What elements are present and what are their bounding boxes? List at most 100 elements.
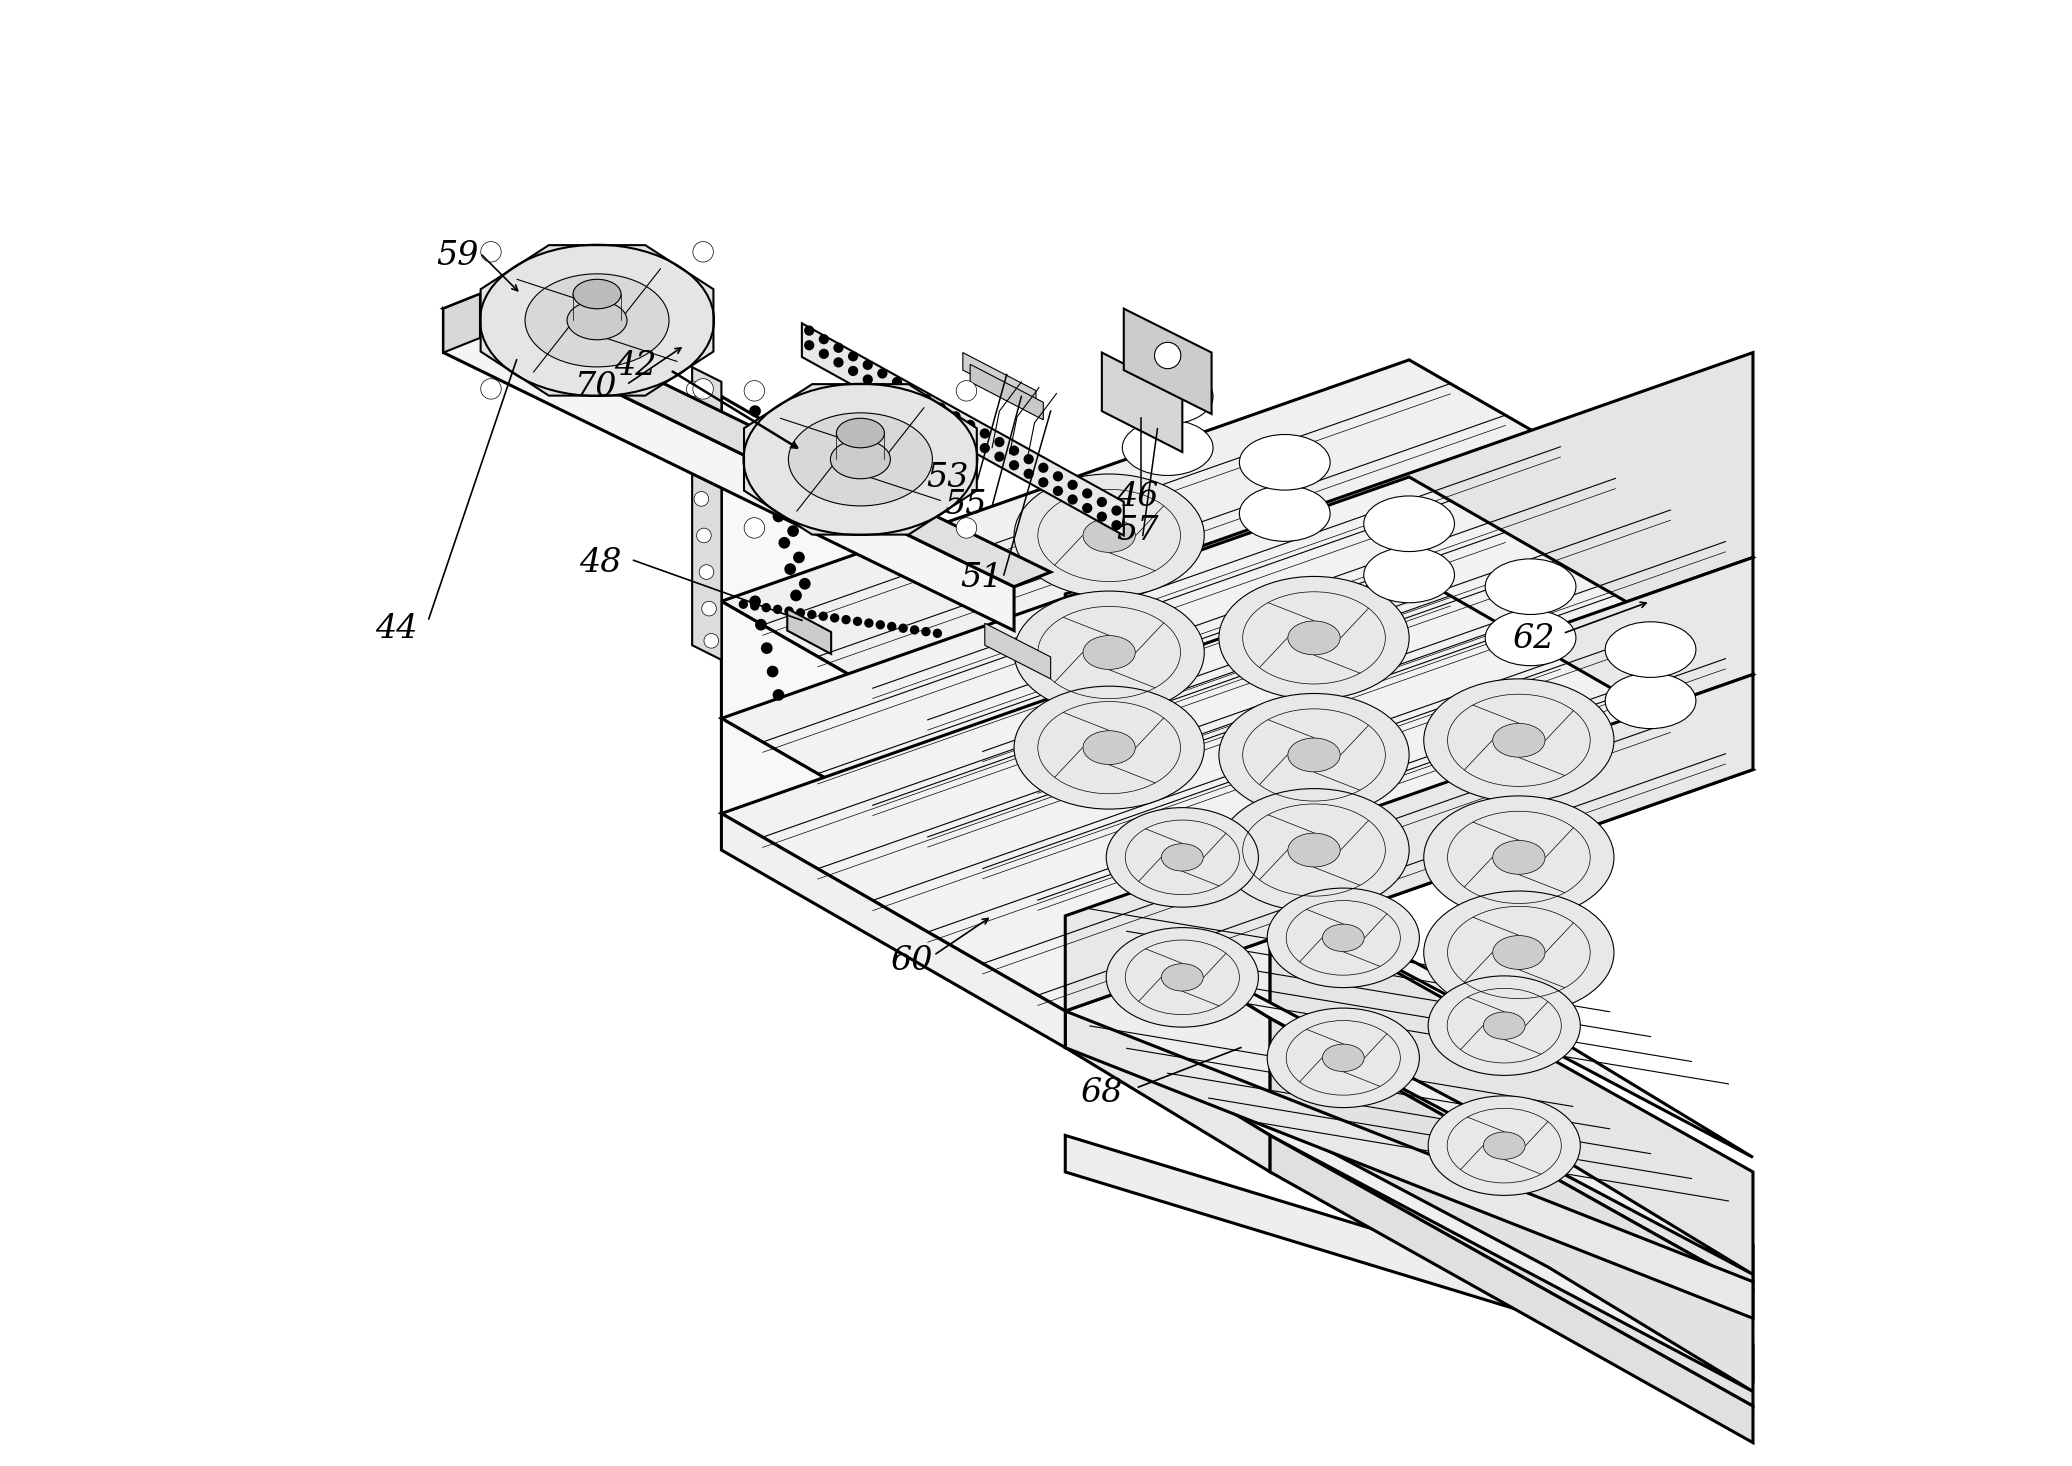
Polygon shape: [984, 623, 1051, 679]
Ellipse shape: [1084, 636, 1135, 670]
Ellipse shape: [1363, 547, 1455, 603]
Circle shape: [862, 374, 872, 384]
Circle shape: [995, 452, 1005, 462]
Circle shape: [1024, 454, 1034, 465]
Polygon shape: [721, 814, 1065, 1048]
Circle shape: [808, 610, 816, 619]
Ellipse shape: [1484, 1132, 1525, 1160]
Ellipse shape: [1268, 888, 1419, 988]
Ellipse shape: [574, 280, 622, 309]
Ellipse shape: [831, 440, 891, 479]
Circle shape: [754, 619, 767, 630]
Circle shape: [876, 368, 887, 378]
Circle shape: [833, 358, 843, 368]
Polygon shape: [1065, 894, 1270, 1135]
Circle shape: [804, 325, 814, 336]
Ellipse shape: [1289, 622, 1341, 655]
Circle shape: [796, 608, 806, 617]
Circle shape: [692, 378, 713, 399]
Circle shape: [908, 386, 916, 396]
Circle shape: [785, 563, 796, 575]
Ellipse shape: [1013, 474, 1204, 597]
Circle shape: [765, 419, 775, 431]
Polygon shape: [1065, 894, 1753, 1274]
Text: 62: 62: [1513, 623, 1554, 655]
Polygon shape: [1123, 309, 1212, 413]
Polygon shape: [1065, 1012, 1753, 1318]
Circle shape: [922, 627, 930, 636]
Circle shape: [1024, 469, 1034, 479]
Ellipse shape: [1486, 559, 1577, 614]
Circle shape: [1009, 460, 1019, 471]
Polygon shape: [802, 324, 1123, 535]
Circle shape: [1111, 520, 1121, 531]
Circle shape: [1009, 446, 1019, 456]
Circle shape: [1038, 478, 1048, 488]
Polygon shape: [692, 366, 721, 660]
Circle shape: [951, 425, 961, 435]
Text: 59: 59: [435, 240, 479, 271]
Polygon shape: [721, 359, 1753, 799]
Ellipse shape: [1492, 723, 1546, 758]
Ellipse shape: [1428, 976, 1581, 1076]
Circle shape: [696, 528, 711, 542]
Ellipse shape: [1106, 808, 1258, 907]
Ellipse shape: [1606, 622, 1695, 677]
Polygon shape: [481, 245, 713, 396]
Text: 53: 53: [926, 462, 970, 494]
Circle shape: [891, 377, 901, 387]
Polygon shape: [1270, 1019, 1753, 1406]
Circle shape: [899, 623, 908, 633]
Polygon shape: [721, 601, 1065, 916]
Circle shape: [773, 604, 783, 614]
Circle shape: [833, 343, 843, 353]
Circle shape: [910, 625, 920, 635]
Circle shape: [887, 622, 897, 632]
Polygon shape: [1065, 352, 1753, 799]
Polygon shape: [721, 396, 1065, 799]
Circle shape: [769, 446, 781, 457]
Text: 42: 42: [615, 349, 657, 381]
Circle shape: [702, 601, 717, 616]
Circle shape: [955, 381, 976, 402]
Circle shape: [966, 419, 976, 430]
Ellipse shape: [789, 413, 932, 506]
Ellipse shape: [837, 418, 885, 447]
Circle shape: [1067, 479, 1077, 490]
Circle shape: [1096, 497, 1106, 507]
Circle shape: [922, 409, 932, 419]
Circle shape: [922, 394, 932, 405]
Ellipse shape: [1322, 1044, 1363, 1072]
Ellipse shape: [1218, 789, 1409, 912]
Ellipse shape: [1268, 1009, 1419, 1108]
Polygon shape: [1065, 1135, 1753, 1381]
Polygon shape: [744, 384, 976, 535]
Polygon shape: [443, 295, 1051, 586]
Circle shape: [750, 405, 760, 416]
Circle shape: [481, 378, 501, 399]
Polygon shape: [721, 476, 1753, 916]
Circle shape: [789, 589, 802, 601]
Circle shape: [740, 600, 748, 608]
Circle shape: [937, 418, 947, 428]
Circle shape: [481, 242, 501, 262]
Text: 48: 48: [580, 547, 622, 579]
Ellipse shape: [1123, 419, 1212, 475]
Ellipse shape: [1363, 496, 1455, 551]
Circle shape: [876, 620, 885, 629]
Polygon shape: [1270, 902, 1753, 1289]
Circle shape: [1067, 494, 1077, 504]
Polygon shape: [1065, 1012, 1753, 1281]
Circle shape: [847, 352, 858, 362]
Polygon shape: [1270, 1135, 1753, 1443]
Ellipse shape: [1239, 434, 1330, 490]
Ellipse shape: [1218, 576, 1409, 699]
Polygon shape: [1065, 1012, 1270, 1171]
Circle shape: [762, 603, 771, 613]
Ellipse shape: [1013, 686, 1204, 809]
Circle shape: [779, 537, 789, 548]
Circle shape: [1038, 463, 1048, 474]
Circle shape: [864, 619, 874, 627]
Circle shape: [980, 428, 990, 438]
Polygon shape: [1102, 352, 1183, 452]
